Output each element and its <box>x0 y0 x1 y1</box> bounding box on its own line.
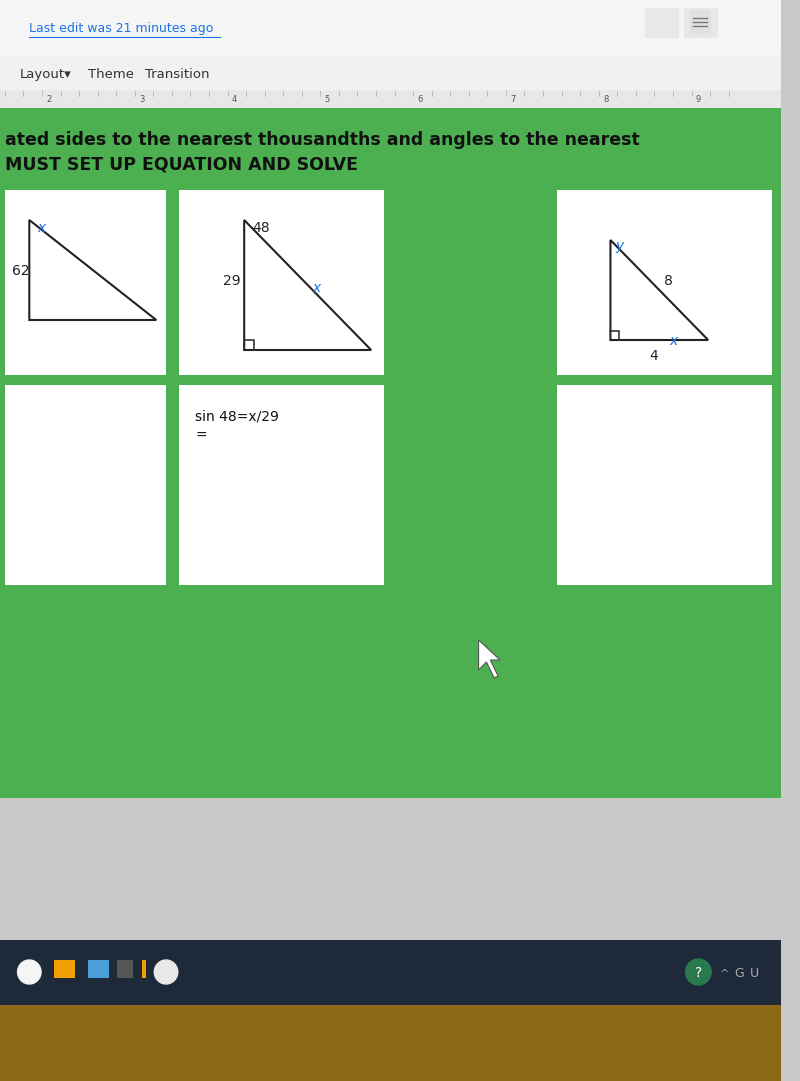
Polygon shape <box>478 640 500 678</box>
Text: 62: 62 <box>12 264 30 278</box>
Text: 9: 9 <box>696 95 701 104</box>
Text: Transition: Transition <box>145 68 209 81</box>
Text: G: G <box>734 967 744 980</box>
Bar <box>142 960 146 978</box>
Text: Layout▾: Layout▾ <box>19 68 71 81</box>
Text: ^: ^ <box>720 969 730 979</box>
Bar <box>684 8 718 38</box>
Text: 3: 3 <box>139 95 144 104</box>
Circle shape <box>686 959 711 985</box>
Text: 8: 8 <box>664 273 673 288</box>
Bar <box>0 55 782 90</box>
Text: ?: ? <box>694 966 702 980</box>
Bar <box>88 960 110 978</box>
Bar <box>645 8 679 38</box>
Bar <box>0 1005 782 1081</box>
Text: x: x <box>313 281 321 295</box>
Text: =: = <box>195 429 207 443</box>
Bar <box>54 960 75 978</box>
Text: Last edit was 21 minutes ago: Last edit was 21 minutes ago <box>30 22 214 35</box>
Text: 6: 6 <box>418 95 422 104</box>
Bar <box>0 90 782 108</box>
Text: 4: 4 <box>650 349 658 363</box>
Text: 48: 48 <box>252 221 270 235</box>
Text: U: U <box>750 967 758 980</box>
Bar <box>178 385 384 585</box>
Bar <box>557 385 772 585</box>
Bar <box>178 190 384 375</box>
Text: x: x <box>37 221 46 235</box>
Text: y: y <box>615 239 623 253</box>
Bar <box>0 0 782 55</box>
Text: 7: 7 <box>510 95 515 104</box>
Bar <box>557 190 772 375</box>
Text: x: x <box>669 334 678 348</box>
Bar <box>0 108 782 798</box>
Text: MUST SET UP EQUATION AND SOLVE: MUST SET UP EQUATION AND SOLVE <box>5 156 358 174</box>
Circle shape <box>154 960 178 984</box>
Text: 5: 5 <box>325 95 330 104</box>
Text: ated sides to the nearest thousandths and angles to the nearest: ated sides to the nearest thousandths an… <box>5 131 640 149</box>
Bar <box>118 960 133 978</box>
Text: 4: 4 <box>232 95 237 104</box>
Bar <box>690 10 711 34</box>
Bar <box>5 385 166 585</box>
Bar <box>5 190 166 375</box>
Text: 2: 2 <box>46 95 51 104</box>
Text: 8: 8 <box>603 95 608 104</box>
Bar <box>0 940 782 1005</box>
Circle shape <box>18 960 41 984</box>
Text: Theme: Theme <box>88 68 134 81</box>
Text: 29: 29 <box>222 273 240 288</box>
Text: sin 48=x/29: sin 48=x/29 <box>195 409 279 423</box>
